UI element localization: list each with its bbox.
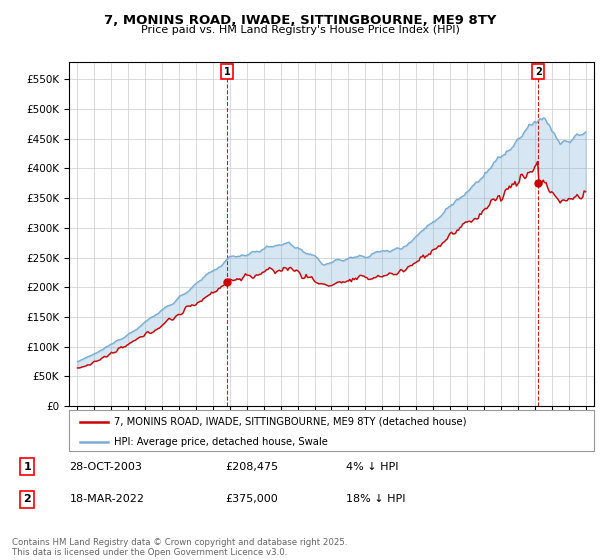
Text: 18% ↓ HPI: 18% ↓ HPI [346,494,406,505]
Text: 28-OCT-2003: 28-OCT-2003 [70,461,142,472]
Text: 7, MONINS ROAD, IWADE, SITTINGBOURNE, ME9 8TY (detached house): 7, MONINS ROAD, IWADE, SITTINGBOURNE, ME… [113,417,466,427]
Text: Contains HM Land Registry data © Crown copyright and database right 2025.
This d: Contains HM Land Registry data © Crown c… [12,538,347,557]
Text: 1: 1 [224,67,230,77]
Text: Price paid vs. HM Land Registry's House Price Index (HPI): Price paid vs. HM Land Registry's House … [140,25,460,35]
Text: 2: 2 [23,494,31,505]
Text: HPI: Average price, detached house, Swale: HPI: Average price, detached house, Swal… [113,437,328,447]
Text: 4% ↓ HPI: 4% ↓ HPI [346,461,398,472]
Text: 7, MONINS ROAD, IWADE, SITTINGBOURNE, ME9 8TY: 7, MONINS ROAD, IWADE, SITTINGBOURNE, ME… [104,14,496,27]
Text: 18-MAR-2022: 18-MAR-2022 [70,494,145,505]
Text: £375,000: £375,000 [225,494,278,505]
Text: 2: 2 [535,67,542,77]
Text: £208,475: £208,475 [225,461,278,472]
Text: 1: 1 [23,461,31,472]
